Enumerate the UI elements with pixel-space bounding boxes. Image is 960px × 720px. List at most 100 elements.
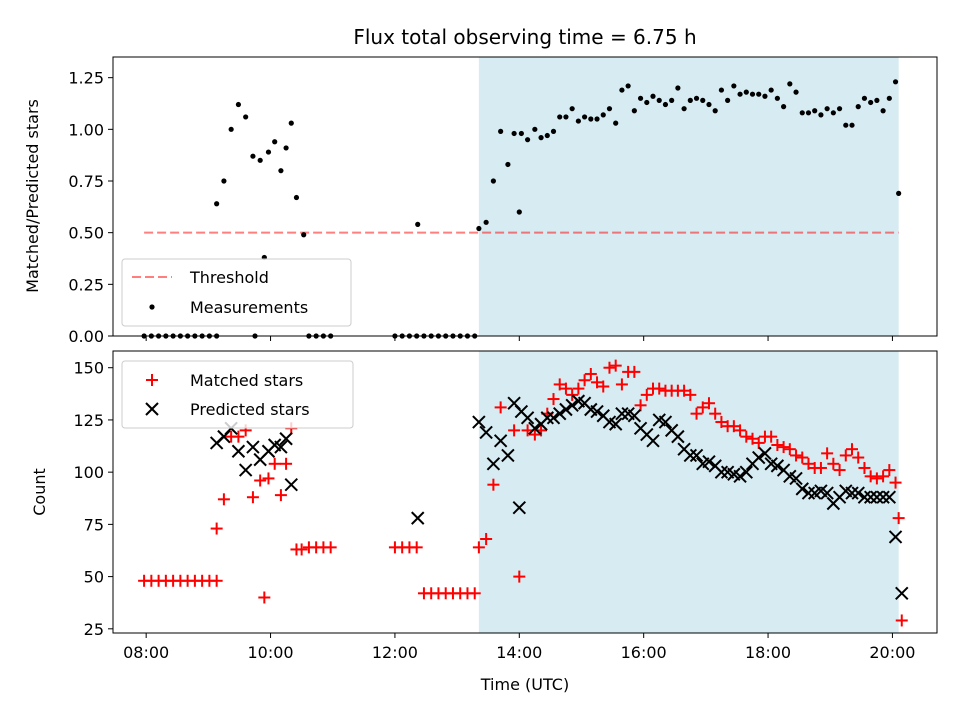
measurement-point (712, 108, 718, 114)
predicted-star-point (758, 446, 772, 461)
measurement-point (675, 85, 681, 91)
measurement-point (799, 110, 805, 116)
matched-star-point (254, 474, 267, 487)
measurement-point (511, 130, 517, 137)
measurement-point (575, 118, 581, 124)
predicted-star-point (789, 471, 803, 486)
measurements-legend-label: Measurements (190, 298, 308, 317)
matched-star-point (821, 447, 834, 460)
matched-star-point (864, 470, 877, 483)
measurement-point (868, 99, 874, 106)
matched-star-point (771, 439, 784, 451)
measurement-point (235, 101, 242, 108)
predicted-star-point (486, 457, 501, 471)
predicted-star-point (501, 448, 515, 463)
measurement-point (725, 97, 731, 103)
predicted-star-point (733, 469, 747, 484)
y-tick-label: 1.25 (68, 69, 104, 88)
measurement-point (476, 225, 482, 232)
measurement-point (631, 108, 637, 114)
top-plot-frame (112, 56, 938, 337)
predicted-star-point (801, 486, 816, 500)
matched-star-point (584, 367, 597, 380)
measurement-point (293, 194, 300, 201)
measurement-point (718, 87, 725, 93)
x-tick-label: 20:00 (869, 643, 915, 662)
bottom-y-axis: 25 50 75 100 125 150 (73, 359, 113, 639)
measurement-point (805, 110, 812, 116)
matched-star-point (858, 461, 871, 474)
measurement-point (228, 126, 234, 132)
matched-star-point (578, 374, 591, 387)
matched-star-point (852, 451, 865, 464)
x-tick-label: 12:00 (372, 643, 418, 662)
bottom-y-axis-label: Count (30, 468, 49, 516)
measurement-point (288, 120, 294, 126)
y-tick-label: 50 (84, 568, 104, 587)
matched-stars-series (138, 359, 908, 627)
x-tick-label: 10:00 (247, 643, 293, 662)
matched-star-point (640, 388, 653, 401)
matched-star-point (628, 365, 641, 378)
matched-star-point (572, 382, 585, 395)
measurement-point (257, 157, 263, 163)
y-tick-label: 0.00 (68, 327, 104, 346)
measurement-point (550, 128, 557, 134)
matched-star-point (827, 457, 840, 470)
predicted-star-point (714, 465, 729, 479)
matched-star-point (892, 512, 905, 525)
matched-star-point (777, 441, 790, 454)
matched-star-point (877, 470, 890, 483)
measurement-point (221, 178, 227, 184)
matched-star-point (690, 407, 703, 420)
matched-star-point (597, 380, 610, 393)
measurement-point (793, 89, 799, 95)
matched-star-point (727, 420, 740, 433)
predicted-star-point (646, 434, 660, 448)
predicted-star-point (479, 425, 493, 440)
measurement-point (836, 106, 843, 112)
matched-star-point (508, 424, 521, 437)
measurement-point (650, 93, 656, 99)
matched-star-point (839, 449, 852, 462)
top-legend: Threshold Measurements (121, 258, 352, 327)
measurement-point (532, 126, 538, 132)
matched-star-point (210, 574, 223, 587)
measurement-point (681, 106, 687, 112)
predicted-star-point (627, 409, 642, 423)
measurement-point (818, 112, 824, 118)
predicted-star-point (888, 530, 903, 544)
measurements-series (141, 79, 902, 339)
predicted-star-point (770, 459, 785, 473)
measurement-point (737, 91, 743, 97)
predicted-star-point (540, 411, 554, 425)
matched-star-point (734, 424, 747, 437)
y-tick-label: 75 (84, 515, 104, 534)
matched-star-point (566, 388, 579, 401)
predicted-star-point (546, 411, 561, 425)
measurement-point (693, 95, 700, 101)
matched-star-point (684, 388, 697, 401)
measurement-point (588, 116, 594, 122)
matched-star-point (752, 436, 765, 449)
predicted-star-point (689, 448, 704, 463)
measurement-point (538, 135, 544, 141)
matched-star-point (696, 401, 709, 414)
predicted-star-point (512, 500, 527, 515)
measurement-point (265, 149, 272, 155)
measurement-point (669, 97, 675, 103)
measurement-point (756, 91, 762, 97)
matched-star-point (258, 591, 271, 604)
predicted-star-point (752, 450, 766, 465)
measurement-point (781, 104, 787, 110)
predicted-star-point (851, 486, 865, 500)
y-tick-label: 0.75 (68, 172, 104, 191)
matched-star-point (295, 543, 308, 556)
measurement-point (880, 108, 886, 114)
predicted-star-point (528, 421, 542, 435)
predicted-star-point (246, 440, 260, 454)
predicted-star-point (739, 465, 753, 479)
predicted-star-point (863, 490, 878, 504)
matched-star-point (559, 382, 572, 395)
